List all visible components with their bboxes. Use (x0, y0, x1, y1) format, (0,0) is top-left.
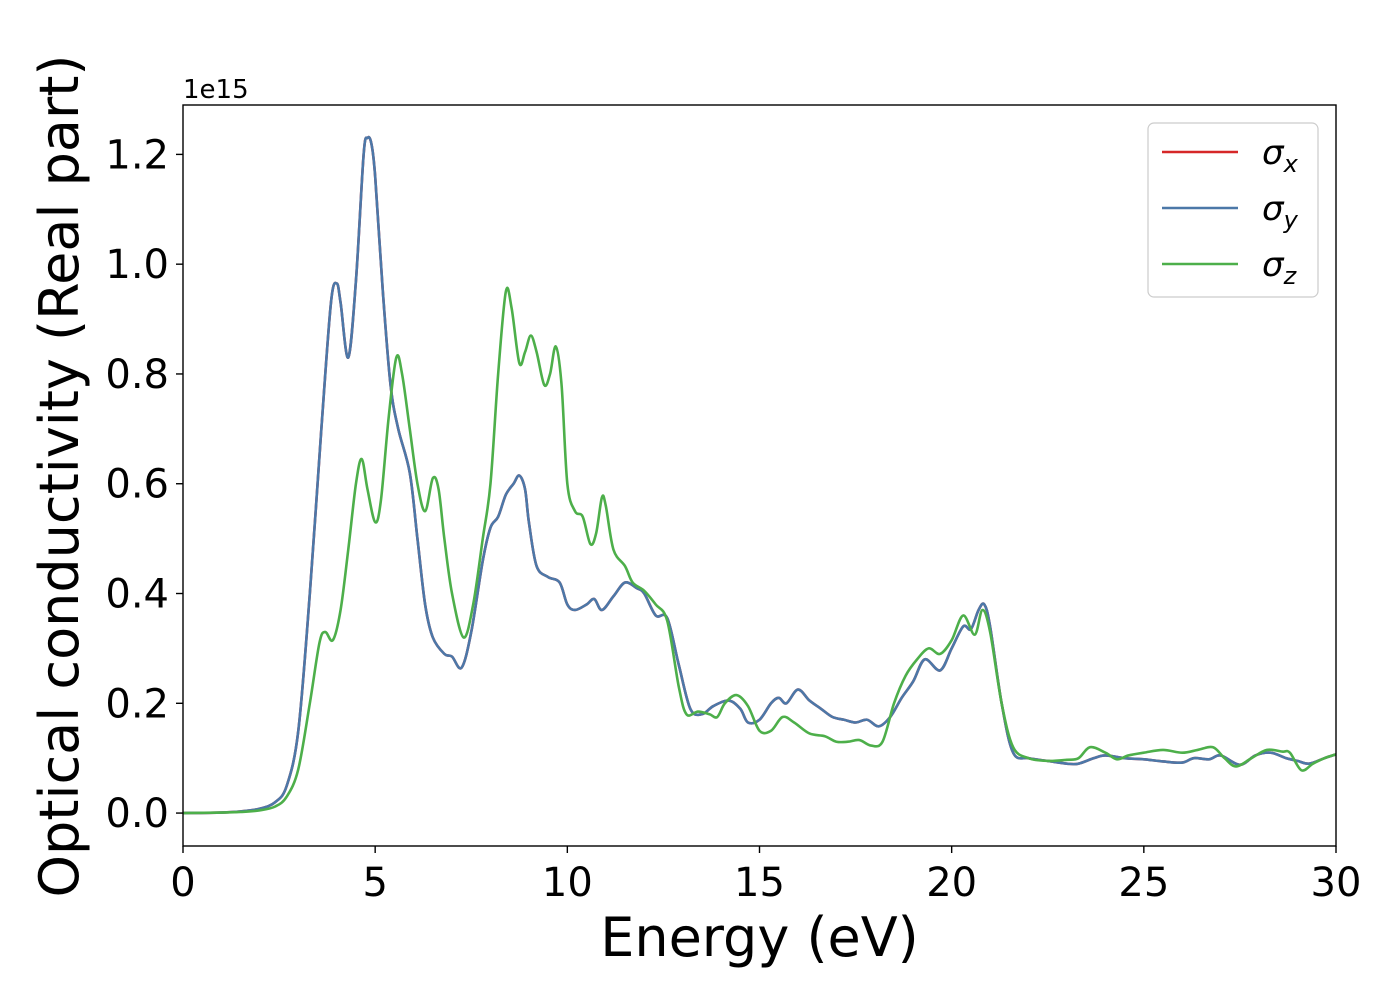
legend-box (1147, 122, 1319, 298)
x-tick-label: 10 (542, 860, 593, 906)
x-axis: 0 5 10 15 20 25 30 (170, 846, 1361, 906)
x-axis-label: Energy (eV) (600, 906, 919, 969)
series-layer (183, 135, 1336, 815)
legend-label-sigma-y: σy (1262, 189, 1299, 234)
y-axis: 0.0 0.2 0.4 0.6 0.8 1.0 1.2 (105, 132, 183, 837)
x-tick-label: 0 (170, 860, 195, 906)
x-tick-label: 30 (1311, 860, 1362, 906)
y-tick-label: 0.6 (105, 462, 169, 508)
y-tick-label: 0.8 (105, 352, 169, 398)
y-tick-label: 0.4 (105, 572, 169, 618)
legend-label-sigma-z: σz (1262, 245, 1298, 290)
legend: σx σy σz (1147, 122, 1319, 298)
y-tick-label: 0.2 (105, 681, 169, 727)
legend-label-sigma-x: σx (1262, 133, 1299, 178)
x-tick-label: 5 (362, 860, 387, 906)
x-tick-label: 15 (734, 860, 785, 906)
y-axis-label: Optical conductivity (Real part) (28, 55, 91, 898)
y-axis-offset-text: 1e15 (183, 75, 249, 105)
y-tick-label: 1.2 (105, 132, 169, 178)
series-line-sigma-z (183, 286, 1336, 815)
x-tick-label: 20 (926, 860, 977, 906)
y-tick-label: 0.0 (105, 791, 169, 837)
x-tick-label: 25 (1118, 860, 1169, 906)
y-tick-label: 1.0 (105, 242, 169, 288)
